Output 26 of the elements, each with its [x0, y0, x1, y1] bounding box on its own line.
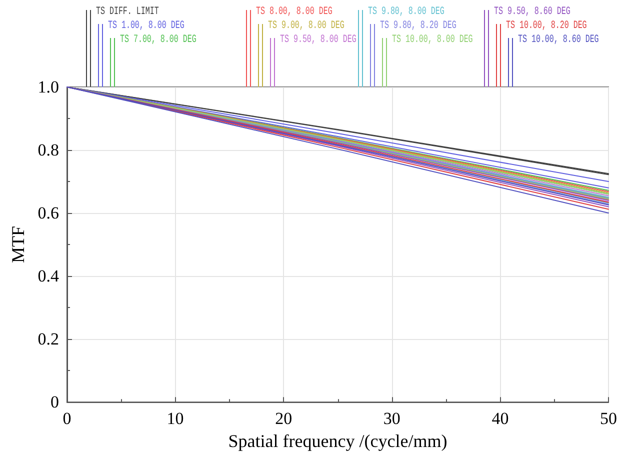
y-tick-label: 0.2 — [38, 330, 59, 349]
text: TS 9.80, 8.20 DEG — [380, 20, 456, 32]
y-tick-label: 0.8 — [38, 140, 59, 160]
text: TS 9.50, 8.60 DEG — [494, 6, 570, 18]
y-tick-label: 0 — [50, 392, 59, 412]
text: TS DIFF. LIMIT — [96, 6, 159, 18]
x-tick-label: 10 — [166, 409, 184, 428]
text: TS 10.00, 8.20 DEG — [506, 20, 587, 32]
y-tick-label: 0.4 — [38, 266, 60, 286]
text: TS 9.50, 8.00 DEG — [280, 34, 356, 46]
x-tick-label: 50 — [600, 409, 617, 428]
text: TS 10.00, 8.60 DEG — [518, 34, 599, 46]
x-tick-label: 30 — [383, 409, 400, 428]
text: TS 9.80, 8.00 DEG — [368, 6, 444, 18]
text: TS 10.00, 8.00 DEG — [392, 34, 473, 46]
y-tick-label: 0.6 — [38, 204, 59, 223]
text: TS 1.00, 8.00 DEG — [108, 20, 184, 32]
text: TS 9.00, 8.00 DEG — [268, 20, 344, 32]
x-tick-label: 40 — [492, 409, 509, 428]
x-tick-label: 20 — [275, 409, 292, 428]
text: TS 7.00, 8.00 DEG — [120, 34, 196, 46]
text: TS 8.00, 8.00 DEG — [256, 6, 332, 18]
y-tick-label: 1.0 — [38, 78, 59, 96]
x-tick-label: 0 — [62, 409, 72, 428]
y-axis-title: MTF — [8, 226, 28, 264]
x-axis-title: Spatial frequency /(cycle/mm) — [228, 431, 448, 451]
